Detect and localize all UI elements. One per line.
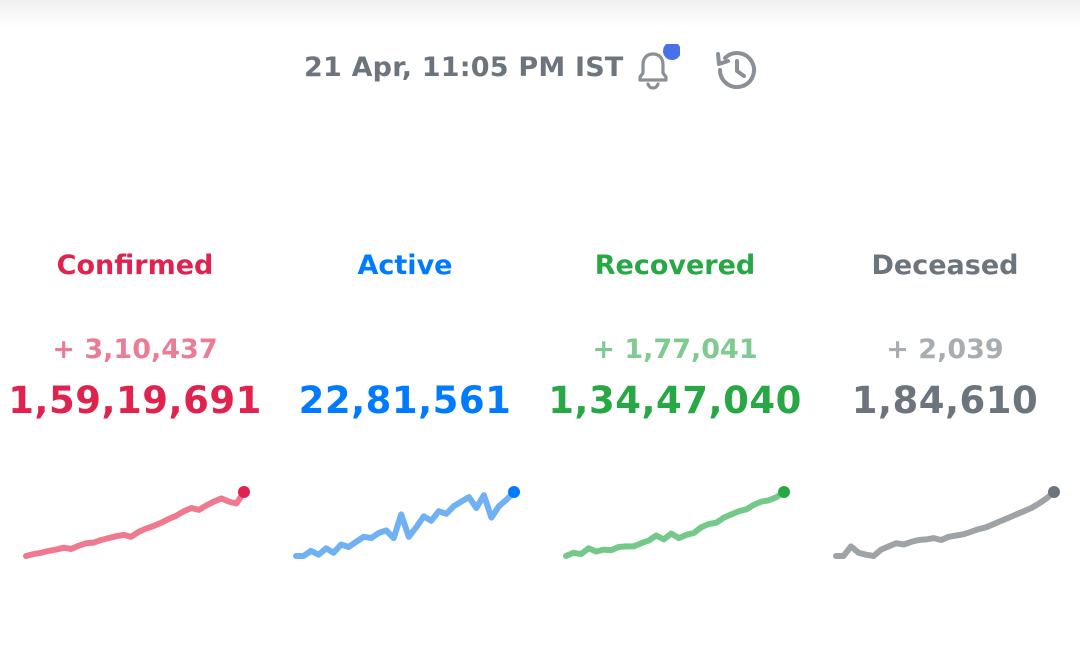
sparkline-active <box>293 486 520 559</box>
stat-label: Recovered <box>594 250 756 281</box>
stat-total: 1,34,47,040 <box>548 379 802 422</box>
stat-label: Confirmed <box>56 250 214 281</box>
notification-dot <box>663 42 681 60</box>
stat-delta: + 1,77,041 <box>592 334 758 365</box>
sparkline-deceased <box>833 486 1060 559</box>
stat-total: 1,59,19,691 <box>8 379 262 422</box>
last-updated-timestamp: 21 Apr, 11:05 PM IST <box>304 52 624 83</box>
sparkline-recovered <box>563 486 790 559</box>
history-icon <box>716 51 756 90</box>
stat-label: Deceased <box>871 250 1019 281</box>
trend-end-dot <box>1048 486 1060 498</box>
stat-total: 22,81,561 <box>298 379 512 422</box>
trend-line <box>833 489 1057 559</box>
sparkline-confirmed <box>23 486 250 559</box>
notifications-button[interactable] <box>628 42 681 94</box>
history-button[interactable] <box>708 44 764 96</box>
stat-total: 1,84,610 <box>851 379 1039 422</box>
stat-label: Active <box>357 250 453 281</box>
stat-delta: + 2,039 <box>886 334 1004 365</box>
stat-delta: + 3,10,437 <box>52 334 218 365</box>
trend-line <box>23 489 247 559</box>
trend-end-dot <box>508 486 520 498</box>
trend-line <box>293 489 517 559</box>
bell-icon <box>638 42 681 90</box>
trend-end-dot <box>778 486 790 498</box>
trend-end-dot <box>238 486 250 498</box>
trend-line <box>563 489 787 559</box>
header-shadow <box>0 0 1080 28</box>
